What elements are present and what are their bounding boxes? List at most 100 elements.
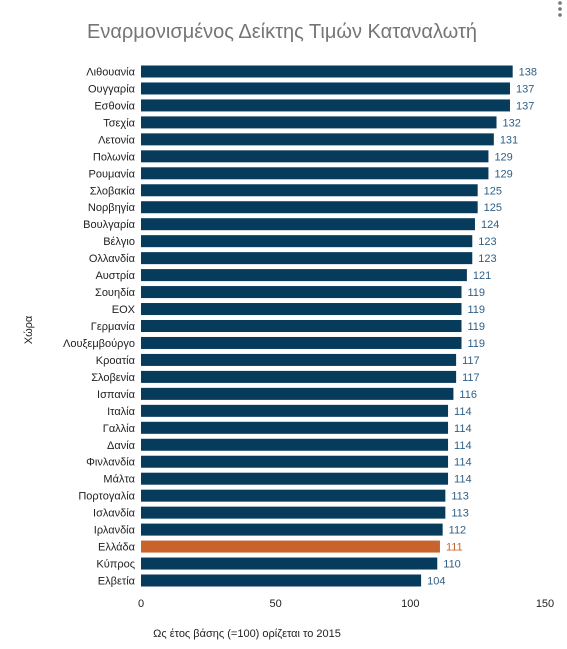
value-label-row-24: 114 xyxy=(454,474,472,486)
category-label-row-20: Ιταλία xyxy=(107,406,136,418)
bar-row-24 xyxy=(141,472,449,485)
chart-title: Εναρμονισμένος Δείκτης Τιμών Καταναλωτή xyxy=(87,21,477,43)
category-label-row-23: Φινλανδία xyxy=(86,457,135,469)
category-label-row-21: Γαλλία xyxy=(103,423,136,435)
x-tick-label-0: 0 xyxy=(138,598,144,610)
value-label-row-1: 137 xyxy=(516,83,534,95)
value-label-row-0: 138 xyxy=(519,67,537,79)
category-label-row-1: Ουγγαρία xyxy=(88,83,136,95)
bar-row-2 xyxy=(141,99,510,112)
value-label-row-25: 113 xyxy=(451,491,469,503)
category-label-row-30: Ελβετία xyxy=(98,576,136,588)
value-label-row-4: 131 xyxy=(500,134,518,146)
x-tick-label-100: 100 xyxy=(401,598,419,610)
value-label-row-8: 125 xyxy=(484,202,502,214)
value-label-row-13: 119 xyxy=(468,287,486,299)
category-label-row-2: Εσθονία xyxy=(94,100,135,112)
value-label-row-12: 121 xyxy=(473,270,491,282)
x-tick-label-50: 50 xyxy=(270,598,282,610)
bar-row-6 xyxy=(141,167,489,180)
category-label-row-13: Σουηδία xyxy=(95,287,136,299)
bar-row-11 xyxy=(141,252,473,265)
value-label-row-14: 119 xyxy=(468,304,486,316)
bar-row-28 xyxy=(141,540,440,553)
value-label-row-7: 125 xyxy=(484,185,502,197)
category-label-row-0: Λιθουανία xyxy=(86,67,135,79)
value-label-row-21: 114 xyxy=(454,423,472,435)
category-label-row-12: Αυστρία xyxy=(95,270,135,282)
bar-row-21 xyxy=(141,421,449,434)
category-label-row-22: Δανία xyxy=(107,440,136,452)
value-label-row-17: 117 xyxy=(462,355,480,367)
bar-row-16 xyxy=(141,336,462,349)
category-label-row-28: Ελλάδα xyxy=(98,542,136,554)
bar-row-4 xyxy=(141,133,494,146)
value-label-row-15: 119 xyxy=(468,321,486,333)
value-label-row-5: 129 xyxy=(494,151,512,163)
more-vert-icon[interactable] xyxy=(558,1,562,17)
category-label-row-9: Βουλγαρία xyxy=(83,219,136,231)
x-tick-label-150: 150 xyxy=(536,598,554,610)
category-label-row-29: Κύπρος xyxy=(96,559,135,571)
bar-row-22 xyxy=(141,438,449,451)
bar-row-12 xyxy=(141,269,467,282)
value-label-row-30: 104 xyxy=(427,576,445,588)
value-label-row-3: 132 xyxy=(503,117,521,129)
value-label-row-29: 110 xyxy=(443,559,461,571)
category-label-row-26: Ισλανδία xyxy=(93,508,136,520)
bar-row-8 xyxy=(141,201,478,214)
bar-row-25 xyxy=(141,489,446,502)
y-axis-title: Χώρα xyxy=(23,315,35,344)
bar-row-13 xyxy=(141,286,462,299)
category-label-row-10: Βέλγιο xyxy=(103,236,135,248)
bar-row-26 xyxy=(141,506,446,519)
bar-row-3 xyxy=(141,116,497,129)
bar-row-27 xyxy=(141,523,443,536)
bar-row-1 xyxy=(141,82,510,95)
category-label-row-16: Λουξεμβούργο xyxy=(63,338,135,350)
bar-row-17 xyxy=(141,353,457,366)
bar-row-20 xyxy=(141,404,449,417)
value-label-row-23: 114 xyxy=(454,457,472,469)
category-label-row-15: Γερμανία xyxy=(91,321,136,333)
value-label-row-2: 137 xyxy=(516,100,534,112)
value-label-row-28: 111 xyxy=(446,542,463,554)
category-label-row-25: Πορτογαλία xyxy=(78,491,135,503)
bar-row-30 xyxy=(141,574,422,587)
value-label-row-6: 129 xyxy=(494,168,512,180)
bar-row-29 xyxy=(141,557,438,570)
value-label-row-19: 116 xyxy=(459,389,477,401)
bars-group: Λιθουανία 138 Ουγγαρία 137 Εσθονία 137 Τσεχία 1… xyxy=(63,65,537,588)
category-label-row-18: Σλοβενία xyxy=(91,372,135,384)
value-label-row-26: 113 xyxy=(451,508,469,520)
bar-row-15 xyxy=(141,320,462,332)
value-label-row-9: 124 xyxy=(481,219,499,231)
x-ticks-group: 0 50 100 150 xyxy=(138,598,554,610)
bar-row-10 xyxy=(141,235,473,248)
category-label-row-27: Ιρλανδία xyxy=(94,525,136,537)
bar-row-9 xyxy=(141,218,475,231)
bar-row-23 xyxy=(141,455,449,468)
bar-row-18 xyxy=(141,370,457,383)
category-label-row-8: Νορβηγία xyxy=(88,202,136,214)
category-label-row-6: Ρουμανία xyxy=(89,168,136,180)
value-label-row-20: 114 xyxy=(454,406,472,418)
category-label-row-14: ΕΟΧ xyxy=(112,304,136,316)
bar-row-14 xyxy=(141,303,462,316)
value-label-row-10: 123 xyxy=(478,236,496,248)
bar-row-19 xyxy=(141,387,454,400)
x-axis-title: Ως έτος βάσης (=100) ορίζεται το 2015 xyxy=(153,628,341,640)
value-label-row-22: 114 xyxy=(454,440,472,452)
category-label-row-3: Τσεχία xyxy=(103,117,135,129)
bar-row-0 xyxy=(141,65,513,78)
category-label-row-17: Κροατία xyxy=(96,355,136,367)
value-label-row-11: 123 xyxy=(478,253,496,265)
bar-row-7 xyxy=(141,184,478,197)
category-label-row-4: Λετονία xyxy=(98,134,136,146)
category-label-row-19: Ισπανία xyxy=(97,389,136,401)
category-label-row-7: Σλοβακία xyxy=(90,185,136,197)
value-label-row-16: 119 xyxy=(468,338,486,350)
category-label-row-24: Μάλτα xyxy=(103,474,135,486)
value-label-row-27: 112 xyxy=(449,525,467,537)
